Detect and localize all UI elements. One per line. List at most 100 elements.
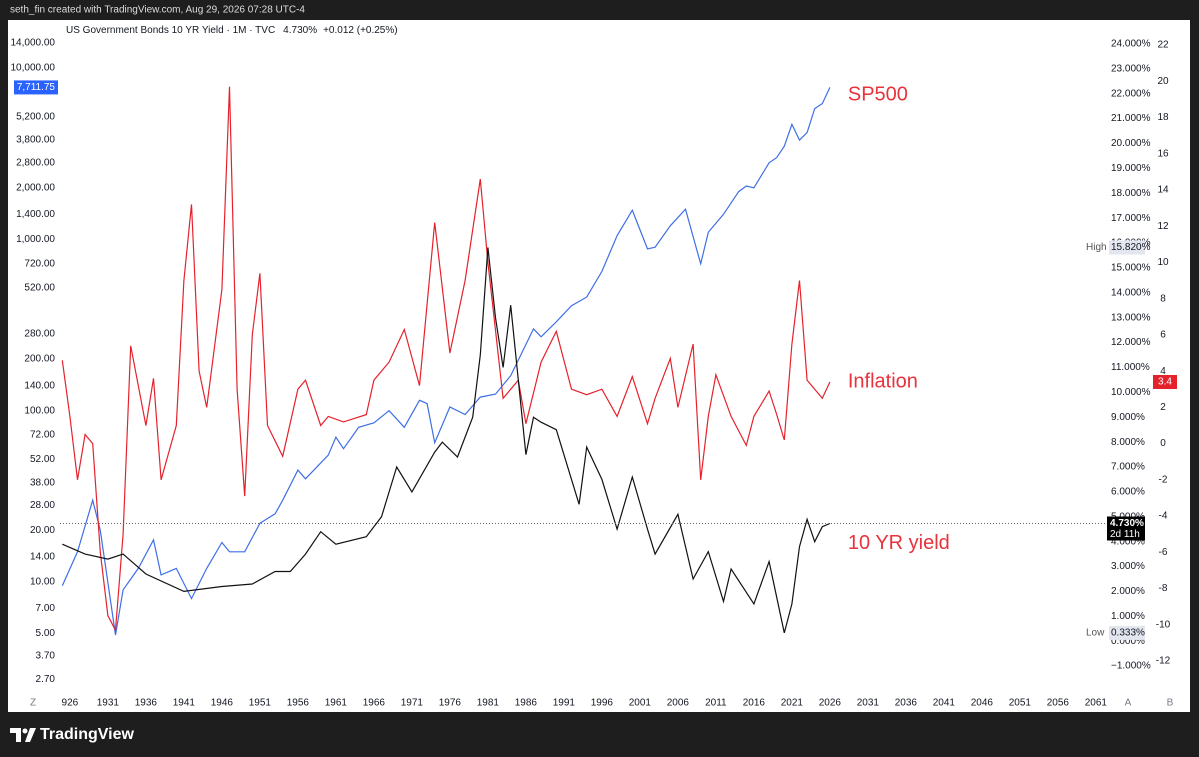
x-tick-label: 1986 — [515, 698, 538, 709]
brand-logo — [10, 728, 36, 742]
series-name: Inflation — [848, 370, 918, 392]
x-tick-label: 1946 — [211, 698, 234, 709]
y2-tick-label: 22.000% — [1111, 88, 1151, 99]
y-tick-label: 1,000.00 — [16, 234, 55, 245]
x-tick-label: 1936 — [135, 698, 158, 709]
y2-tick-label: 13.000% — [1111, 312, 1151, 323]
header-value: 4.730% — [283, 25, 317, 36]
x-tick-label: 1966 — [363, 698, 386, 709]
last-value-label: 4.730% — [1110, 518, 1144, 529]
x-tick-label: 2016 — [743, 698, 766, 709]
y-tick-label: 20.00 — [30, 525, 55, 536]
y-tick-label: 280.00 — [24, 329, 55, 340]
y2-tick-label: 23.000% — [1111, 63, 1151, 74]
y2-tick-label: 7.000% — [1111, 462, 1145, 473]
last-value-box — [1107, 516, 1145, 541]
x-tick-label: 2051 — [1009, 698, 1032, 709]
y-tick-label: 7.00 — [36, 603, 56, 614]
chart-title: US Government Bonds 10 YR Yield · 1M · T… — [66, 25, 275, 36]
y2-tick-label: −1.000% — [1111, 661, 1151, 672]
y3-tick-label: 10 — [1157, 257, 1169, 268]
y3-tick-label: -4 — [1159, 511, 1168, 522]
series-name: SP500 — [848, 84, 908, 106]
x-tick-label: 1951 — [249, 698, 272, 709]
y-tick-label: 200.00 — [24, 354, 55, 365]
y3-tick-label: 2 — [1160, 402, 1166, 413]
y-tick-label: 5,200.00 — [16, 111, 55, 122]
x-tick-label: 1991 — [553, 698, 576, 709]
x-tick-label: 1976 — [439, 698, 462, 709]
chart-area — [8, 20, 1190, 712]
x-tick-label: 2036 — [895, 698, 918, 709]
high-name: High — [1086, 242, 1107, 253]
high-box — [1109, 240, 1145, 255]
high-label: 15.820% — [1111, 242, 1151, 253]
x-tick-label: 1971 — [401, 698, 424, 709]
y-tick-label: 10,000.00 — [11, 63, 56, 74]
x-tick-label: 2056 — [1047, 698, 1070, 709]
y2-tick-label: 17.000% — [1111, 213, 1151, 224]
y2-tick-label: 21.000% — [1111, 113, 1151, 124]
y-tick-label: 38.00 — [30, 477, 55, 488]
series-name: 10 YR yield — [848, 532, 950, 554]
y3-tick-label: -12 — [1156, 656, 1171, 667]
y3-tick-label: 16 — [1157, 148, 1169, 159]
last-value-box — [14, 80, 58, 95]
y2-tick-label: 12.000% — [1111, 337, 1151, 348]
last-value-note: 2d 11h — [1110, 529, 1140, 540]
last-value-box — [1153, 374, 1177, 389]
y-tick-label: 520.00 — [24, 283, 55, 294]
low-label: 0.333% — [1111, 628, 1145, 639]
corner-label[interactable]: B — [1167, 698, 1174, 709]
x-tick-label: 1931 — [97, 698, 120, 709]
y2-tick-label: 3.000% — [1111, 561, 1145, 572]
y2-tick-label: 9.000% — [1111, 412, 1145, 423]
x-tick-label: 2031 — [857, 698, 880, 709]
y-tick-label: 52.00 — [30, 454, 55, 465]
y3-tick-label: -8 — [1159, 583, 1168, 594]
y-tick-label: 28.00 — [30, 500, 55, 511]
chart-header: US Government Bonds 10 YR Yield · 1M · T… — [66, 25, 398, 36]
y2-tick-label: 1.000% — [1111, 611, 1145, 622]
y-tick-label: 2,000.00 — [16, 182, 55, 193]
x-tick-label: 1956 — [287, 698, 310, 709]
y-tick-label: 140.00 — [24, 380, 55, 391]
y3-tick-label: 20 — [1157, 76, 1169, 87]
series-line — [61, 87, 831, 636]
x-tick-label: 2026 — [819, 698, 842, 709]
y-tick-label: 72.00 — [30, 430, 55, 441]
corner-label[interactable]: Z — [30, 698, 36, 709]
y-tick-label: 14,000.00 — [11, 38, 56, 49]
low-name: Low — [1086, 628, 1105, 639]
y-tick-label: 100.00 — [24, 405, 55, 416]
y3-tick-label: -2 — [1159, 474, 1168, 485]
y2-tick-label: 11.000% — [1111, 362, 1150, 373]
brand-name: TradingView — [40, 726, 135, 743]
y3-tick-label: 8 — [1160, 293, 1166, 304]
x-tick-label: 2041 — [933, 698, 956, 709]
attribution: seth_fin created with TradingView.com, A… — [10, 5, 305, 16]
y-tick-label: 14.00 — [30, 552, 55, 563]
y3-tick-label: 18 — [1157, 112, 1169, 123]
y3-tick-label: 12 — [1157, 221, 1169, 232]
series-line — [61, 86, 831, 633]
header-change: +0.012 (+0.25%) — [323, 25, 398, 36]
x-tick-label: 2061 — [1085, 698, 1108, 709]
y2-tick-label: 10.000% — [1111, 387, 1151, 398]
y2-tick-label: 24.000% — [1111, 39, 1151, 50]
corner-label[interactable]: A — [1125, 698, 1132, 709]
y3-tick-label: 0 — [1160, 438, 1166, 449]
x-tick-label: 1961 — [325, 698, 348, 709]
y-tick-label: 3,800.00 — [16, 135, 55, 146]
y3-tick-label: -10 — [1156, 619, 1171, 630]
x-tick-label: 2001 — [629, 698, 652, 709]
x-tick-label: 2006 — [667, 698, 690, 709]
y2-tick-label: 8.000% — [1111, 437, 1145, 448]
x-tick-label: 2021 — [781, 698, 804, 709]
x-tick-label: 1996 — [591, 698, 614, 709]
y-tick-label: 10.00 — [30, 577, 55, 588]
y3-tick-label: -6 — [1159, 547, 1168, 558]
low-box — [1109, 625, 1145, 640]
